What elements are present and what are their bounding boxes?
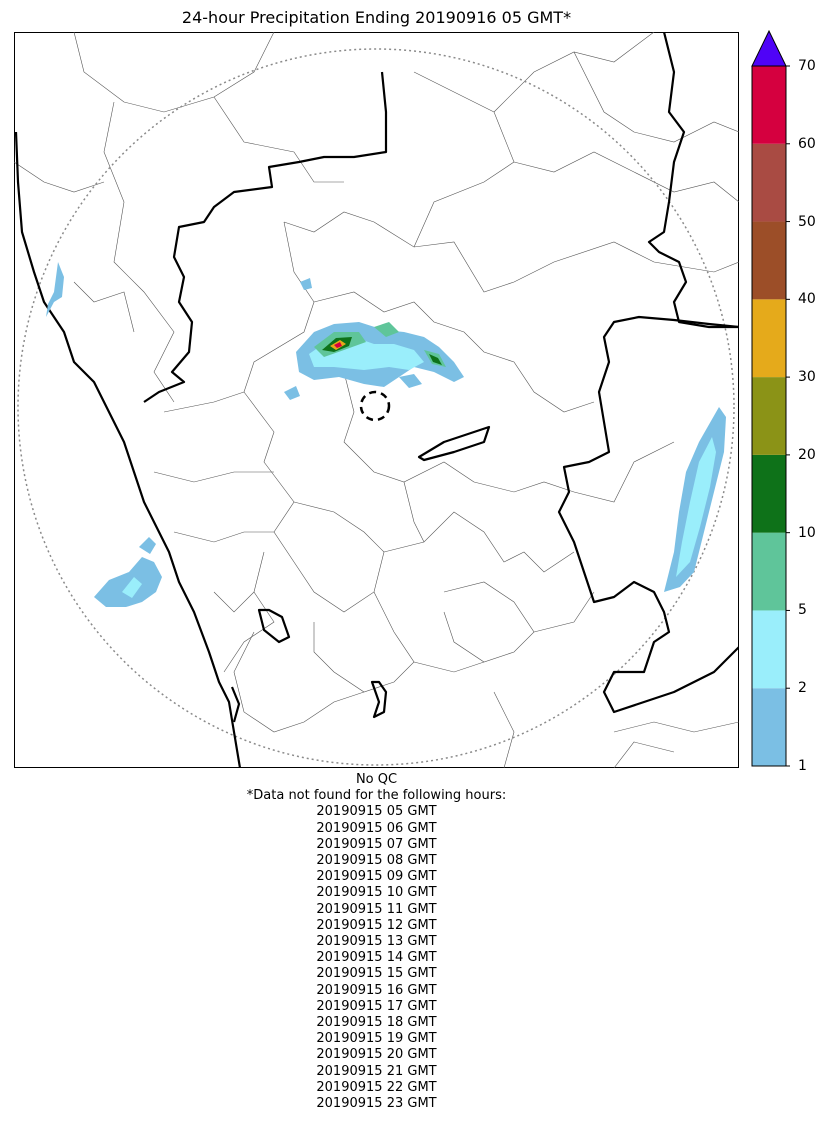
colorbar-tick-label: 10: [798, 524, 816, 541]
colorbar-tick-label: 40: [798, 291, 816, 308]
missing-hour-item: 20190915 07 GMT: [316, 836, 437, 852]
colorbar-tick-label: 60: [798, 135, 816, 152]
map-frame: [14, 32, 739, 768]
state-boundaries: [14, 32, 739, 768]
colorbar-tick-label: 2: [798, 680, 807, 697]
missing-hour-item: 20190915 20 GMT: [316, 1047, 437, 1063]
missing-hour-item: 20190915 18 GMT: [316, 1015, 437, 1031]
missing-data-header: *Data not found for the following hours:: [246, 788, 507, 804]
colorbar-tick-label: 20: [798, 446, 816, 463]
missing-hour-item: 20190915 06 GMT: [316, 820, 437, 836]
precip-area-west-coast: [46, 262, 64, 317]
missing-hour-item: 20190915 17 GMT: [316, 998, 437, 1014]
coastline: [14, 131, 242, 768]
colorbar-tick-label: 70: [798, 58, 816, 74]
missing-hour-item: 20190915 13 GMT: [316, 934, 437, 950]
missing-hour-item: 20190915 10 GMT: [316, 885, 437, 901]
missing-hour-item: 20190915 19 GMT: [316, 1031, 437, 1047]
missing-hours-list: 20190915 05 GMT 20190915 06 GMT 20190915 0…: [14, 804, 739, 1112]
radar-site-marker: [359, 390, 391, 422]
colorbar-segment: [752, 143, 786, 222]
colorbar-segment: [752, 377, 786, 455]
colorbar-tick-label: 5: [798, 602, 807, 619]
precipitation-areas: [46, 262, 726, 607]
colorbar-segment: [752, 299, 786, 378]
colorbar-outline: [751, 65, 787, 767]
missing-hour-item: 20190915 15 GMT: [316, 966, 437, 982]
colorbar-segment: [752, 66, 786, 144]
colorbar-segment: [752, 688, 786, 766]
missing-hour-item: 20190915 16 GMT: [316, 982, 437, 998]
colorbar-segment: [752, 221, 786, 300]
map-title: 24-hour Precipitation Ending 20190916 05…: [181, 8, 572, 27]
colorbar: [751, 30, 790, 767]
missing-hour-item: 20190915 09 GMT: [316, 869, 437, 885]
radar-range-ring: [17, 48, 735, 766]
district-boundaries: [14, 32, 739, 768]
colorbar-tick-label: 1: [798, 758, 807, 774]
precipitation-map: [14, 32, 739, 768]
precip-area-southwest: [94, 557, 162, 607]
colorbar-tick-label: 50: [798, 213, 816, 230]
qc-label: No QC: [355, 772, 398, 787]
missing-hour-item: 20190915 22 GMT: [316, 1079, 437, 1095]
colorbar-segment: [752, 454, 786, 533]
missing-hour-item: 20190915 05 GMT: [316, 804, 437, 820]
missing-hour-item: 20190915 11 GMT: [316, 901, 437, 917]
missing-hour-item: 20190915 21 GMT: [316, 1063, 437, 1079]
missing-hour-item: 20190915 23 GMT: [316, 1096, 437, 1112]
map-notes: No QC *Data not found for the following …: [14, 772, 739, 1112]
missing-hour-item: 20190915 08 GMT: [316, 853, 437, 869]
colorbar-segment: [752, 532, 786, 611]
colorbar-tick-label: 30: [798, 369, 816, 386]
missing-hour-item: 20190915 12 GMT: [316, 917, 437, 933]
colorbar-segment: [752, 610, 786, 689]
colorbar-extend-arrow: [751, 30, 787, 67]
missing-hour-item: 20190915 14 GMT: [316, 950, 437, 966]
